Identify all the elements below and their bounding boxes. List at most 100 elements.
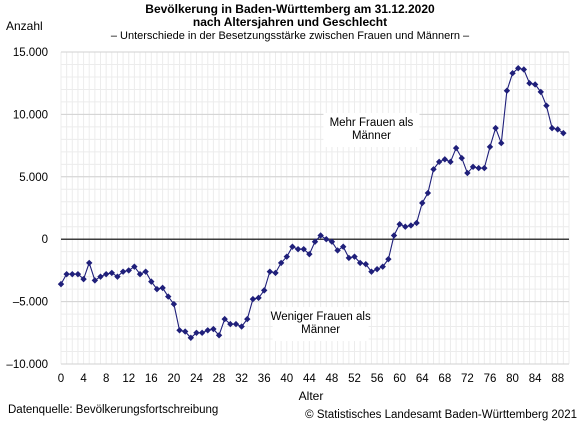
x-tick-label: 88	[551, 373, 564, 385]
series-line	[60, 67, 564, 339]
x-tick-label: 0	[58, 373, 64, 385]
data-point	[187, 334, 195, 341]
data-point	[396, 221, 403, 228]
data-point	[554, 126, 561, 133]
data-point	[340, 243, 347, 250]
data-point	[356, 259, 364, 267]
data-point	[306, 250, 313, 258]
data-point	[531, 81, 539, 88]
data-point	[153, 285, 161, 293]
data-point	[441, 156, 449, 163]
x-tick-label: 64	[416, 373, 429, 385]
data-point	[244, 315, 251, 323]
chart-subtitle: – Unterschiede in der Besetzungsstärke z…	[111, 30, 470, 42]
chart-title-line1: Bevölkerung in Baden-Württemberg am 31.1…	[145, 2, 435, 16]
y-tick-label: 5.000	[19, 172, 48, 184]
data-point	[311, 238, 319, 245]
data-point	[232, 320, 240, 328]
annotation-text: Weniger Frauen als	[271, 311, 371, 323]
data-point	[537, 88, 544, 96]
data-point	[255, 294, 262, 302]
x-tick-label: 20	[167, 373, 180, 385]
data-point	[334, 247, 341, 254]
x-tick-label: 80	[506, 373, 519, 385]
data-point	[362, 260, 369, 268]
data-point	[114, 273, 121, 280]
data-point	[119, 268, 127, 275]
x-tick-label: 4	[80, 373, 87, 385]
x-tick-label: 12	[122, 373, 135, 385]
data-point	[261, 287, 268, 294]
x-axis-label: Alter	[299, 389, 324, 403]
data-point	[108, 269, 115, 277]
data-point	[526, 80, 533, 87]
data-point	[475, 164, 482, 172]
annotation-text: Mehr Frauen als	[330, 117, 414, 129]
data-point	[125, 267, 132, 274]
data-point	[63, 270, 70, 278]
x-tick-label: 52	[348, 373, 361, 385]
annotation-box	[323, 113, 420, 147]
annotation-box	[272, 307, 369, 342]
data-point	[277, 259, 285, 267]
data-point	[419, 199, 426, 207]
data-point	[351, 253, 358, 260]
data-point	[430, 166, 437, 173]
x-tick-label: 8	[103, 373, 109, 385]
data-point	[193, 329, 200, 336]
x-tick-label: 40	[280, 373, 293, 385]
data-point	[283, 253, 290, 260]
x-tick-label: 36	[258, 373, 271, 385]
data-point	[379, 263, 386, 270]
y-axis-label: Anzahl	[6, 19, 43, 33]
data-point	[328, 238, 336, 245]
x-tick-label: 32	[235, 373, 248, 385]
data-point	[159, 284, 166, 292]
data-point	[464, 169, 471, 177]
data-point	[435, 158, 443, 166]
x-tick-label: 56	[371, 373, 384, 385]
data-point	[170, 300, 178, 308]
data-point	[486, 143, 494, 151]
data-point	[390, 232, 398, 239]
x-tick-label: 48	[326, 373, 339, 385]
data-point	[509, 70, 516, 77]
data-point	[181, 328, 189, 335]
data-point	[469, 163, 477, 171]
x-tick-label: 72	[461, 373, 474, 385]
x-tick-labels: 0 4 8 12 16 20 24 28 32 36 40 44 48 52 56 60 64 68 72 76 80 8…	[58, 373, 564, 385]
data-point	[323, 236, 330, 243]
source-note: Datenquelle: Bevölkerungsfortschreibung	[8, 404, 218, 416]
data-point	[131, 263, 138, 270]
data-point	[204, 327, 211, 334]
copyright-note: © Statistisches Landesamt Baden-Württemb…	[305, 409, 577, 421]
data-point	[458, 154, 465, 162]
data-points	[57, 65, 567, 341]
data-point	[86, 259, 93, 267]
data-point	[176, 327, 183, 334]
data-point	[560, 129, 567, 137]
data-point	[289, 243, 296, 250]
data-point	[215, 332, 223, 339]
data-point	[227, 320, 234, 328]
y-tick-labels: –10.000 –5.000 0 5.000 10.000 15.000	[6, 47, 48, 371]
data-point	[407, 222, 415, 229]
data-point	[80, 275, 87, 283]
chart-title-line2: nach Altersjahren und Geschlecht	[193, 15, 387, 29]
x-tick-label: 24	[190, 373, 203, 385]
data-point	[413, 219, 420, 227]
data-point	[142, 268, 149, 275]
annotation-text: Männer	[301, 324, 340, 336]
data-point	[515, 65, 522, 72]
y-tick-label: 0	[42, 234, 48, 246]
data-point	[221, 315, 228, 323]
x-tick-label: 60	[393, 373, 406, 385]
data-point	[481, 164, 488, 172]
data-point	[520, 66, 528, 73]
data-point	[272, 269, 279, 277]
data-point	[503, 87, 511, 94]
data-point	[447, 158, 454, 166]
data-point	[345, 254, 353, 262]
data-point	[452, 144, 460, 152]
